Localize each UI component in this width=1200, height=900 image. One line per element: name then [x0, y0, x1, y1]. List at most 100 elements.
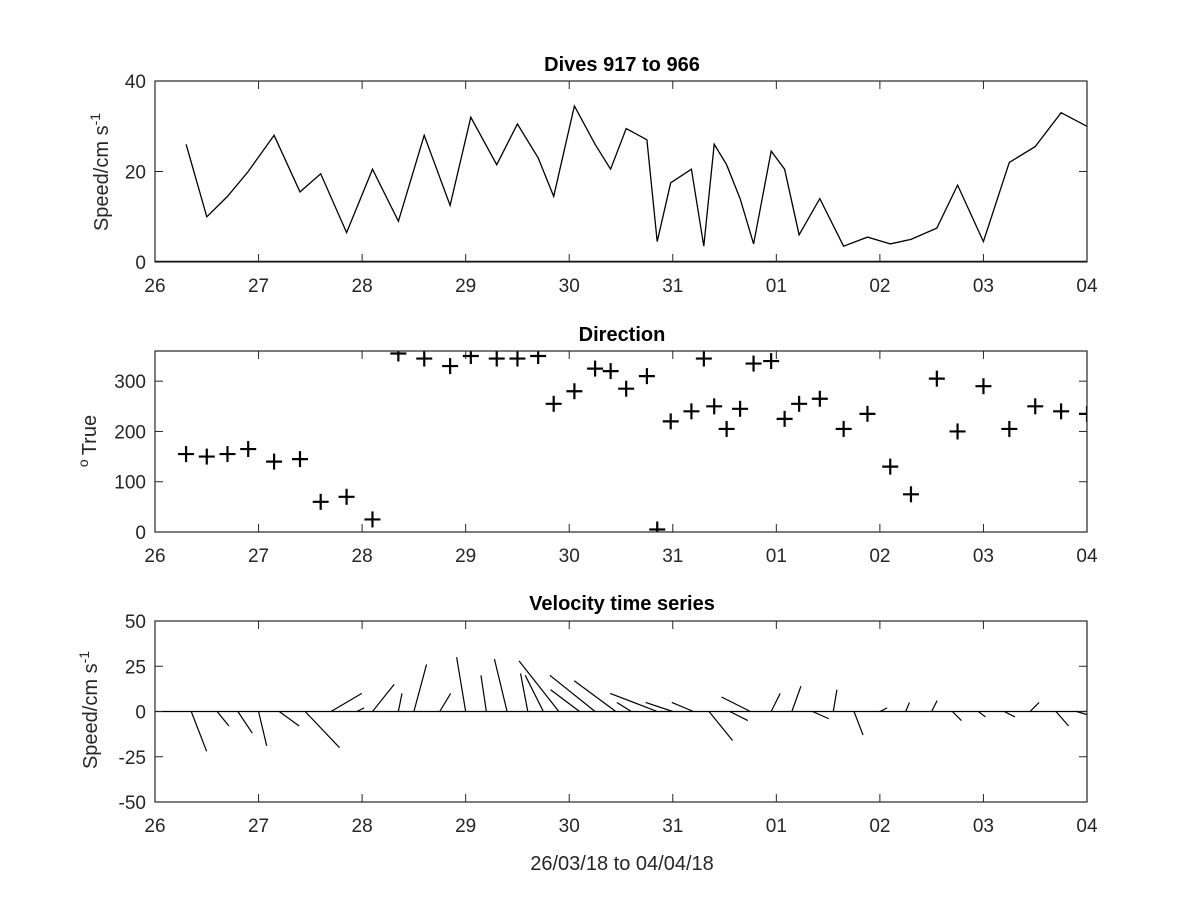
direction-point: [949, 423, 966, 440]
direction-point: [791, 395, 808, 412]
direction-point: [695, 351, 712, 367]
direction-point: [509, 351, 526, 367]
direction-panel-title: Direction: [579, 324, 666, 346]
velocity-xtick-label: 30: [559, 816, 580, 837]
velocity-stick: [853, 711, 864, 736]
velocity-panel-ylabel-text: Speed/cm s: [80, 663, 102, 769]
velocity-stick: [216, 711, 230, 727]
direction-point: [732, 400, 749, 417]
direction-point: [219, 446, 236, 463]
direction-xtick-label: 03: [973, 546, 994, 567]
velocity-stick: [645, 701, 673, 713]
direction-point: [1053, 403, 1070, 420]
speed-xtick-label: 26: [144, 276, 165, 297]
svg-text:Speed/cm s-1: Speed/cm s-1: [87, 113, 113, 231]
speed-plot-area: [155, 81, 1087, 262]
velocity-xtick-label: 31: [662, 816, 683, 837]
velocity-stick: [549, 674, 596, 712]
velocity-stick: [304, 711, 340, 749]
velocity-stick: [456, 657, 467, 712]
direction-point: [638, 368, 655, 385]
velocity-stick: [278, 711, 300, 727]
direction-point: [488, 351, 505, 367]
direction-xtick-label: 27: [248, 546, 269, 567]
direction-point: [1027, 398, 1044, 415]
velocity-stick: [832, 689, 838, 712]
direction-panel: Direction o True 26 27 28 29 30 31 01 02 03 04 0 100…: [75, 324, 1098, 567]
direction-point: [776, 410, 793, 427]
direction-point: [718, 420, 735, 437]
direction-point: [811, 390, 828, 407]
velocity-stick: [708, 711, 734, 741]
velocity-stick: [356, 707, 365, 713]
svg-text:oTrue: o True: [75, 415, 101, 467]
speed-xtick-label: 04: [1076, 276, 1098, 297]
direction-point: [835, 420, 852, 437]
velocity-panel-ylabel-superscript: -1: [76, 651, 92, 664]
velocity-stick: [729, 710, 749, 722]
speed-ytick-label: 40: [125, 72, 146, 93]
direction-point: [390, 351, 407, 362]
velocity-xtick-label: 26: [144, 816, 165, 837]
direction-point: [442, 358, 459, 375]
speed-xtick-label: 29: [455, 276, 476, 297]
velocity-stick: [931, 700, 938, 712]
velocity-stick: [330, 692, 363, 713]
direction-point: [882, 458, 899, 475]
direction-ytick-label: 0: [135, 523, 146, 544]
direction-point: [745, 355, 762, 372]
speed-xtick-label: 03: [973, 276, 994, 297]
speed-panel-ylabel-text: Speed/cm s: [91, 125, 113, 231]
velocity-stick: [237, 711, 253, 734]
direction-point: [416, 351, 433, 367]
velocity-stick: [951, 711, 962, 721]
direction-point: [763, 353, 780, 370]
speed-marks: [155, 104, 1087, 262]
velocity-stick: [812, 710, 830, 720]
speed-xtick-label: 27: [248, 276, 269, 297]
velocity-stick: [671, 701, 694, 713]
velocity-xtick-label: 29: [455, 816, 476, 837]
direction-xtick-label: 01: [766, 546, 787, 567]
direction-point: [530, 351, 547, 365]
speed-ytick-label: 0: [135, 253, 146, 274]
speed-xtick-label: 31: [662, 276, 683, 297]
velocity-stick: [1029, 702, 1040, 712]
velocity-stick: [190, 711, 208, 752]
speed-xtick-label: 01: [766, 276, 787, 297]
velocity-xtick-label: 04: [1076, 816, 1098, 837]
direction-xtick-label: 28: [352, 546, 373, 567]
speed-panel: Dives 917 to 966 Speed/cm s-1 26 27 28 29 30…: [87, 54, 1098, 297]
direction-ytick-label: 300: [114, 372, 146, 393]
direction-axes-box: [154, 350, 1088, 533]
velocity-ytick-label: 0: [135, 703, 146, 724]
velocity-stick: [879, 707, 888, 713]
velocity-stick: [493, 658, 508, 712]
velocity-marks: [155, 657, 1087, 752]
velocity-stick: [770, 693, 781, 712]
speed-xtick-label: 02: [869, 276, 890, 297]
velocity-stick: [1076, 710, 1087, 716]
direction-point: [602, 363, 619, 380]
velocity-stick: [616, 701, 632, 713]
direction-point: [649, 521, 666, 532]
direction-point: [338, 488, 355, 505]
speed-panel-title: Dives 917 to 966: [544, 54, 700, 76]
direction-point: [706, 398, 723, 415]
velocity-xtick-label: 02: [869, 816, 890, 837]
velocity-ytick-label: -25: [119, 748, 146, 769]
velocity-stick: [518, 660, 560, 712]
velocity-stick: [257, 711, 268, 747]
velocity-stick: [519, 673, 529, 712]
direction-point: [266, 453, 283, 470]
direction-xtick-label: 31: [662, 546, 683, 567]
direction-panel-ylabel-text: True: [79, 415, 101, 455]
direction-point: [312, 493, 329, 510]
velocity-xtick-label: 01: [766, 816, 787, 837]
velocity-stick: [791, 685, 802, 712]
velocity-stick: [439, 693, 452, 712]
direction-point: [545, 395, 562, 412]
velocity-ytick-label: 50: [125, 612, 146, 633]
velocity-xtick-label: 28: [352, 816, 373, 837]
